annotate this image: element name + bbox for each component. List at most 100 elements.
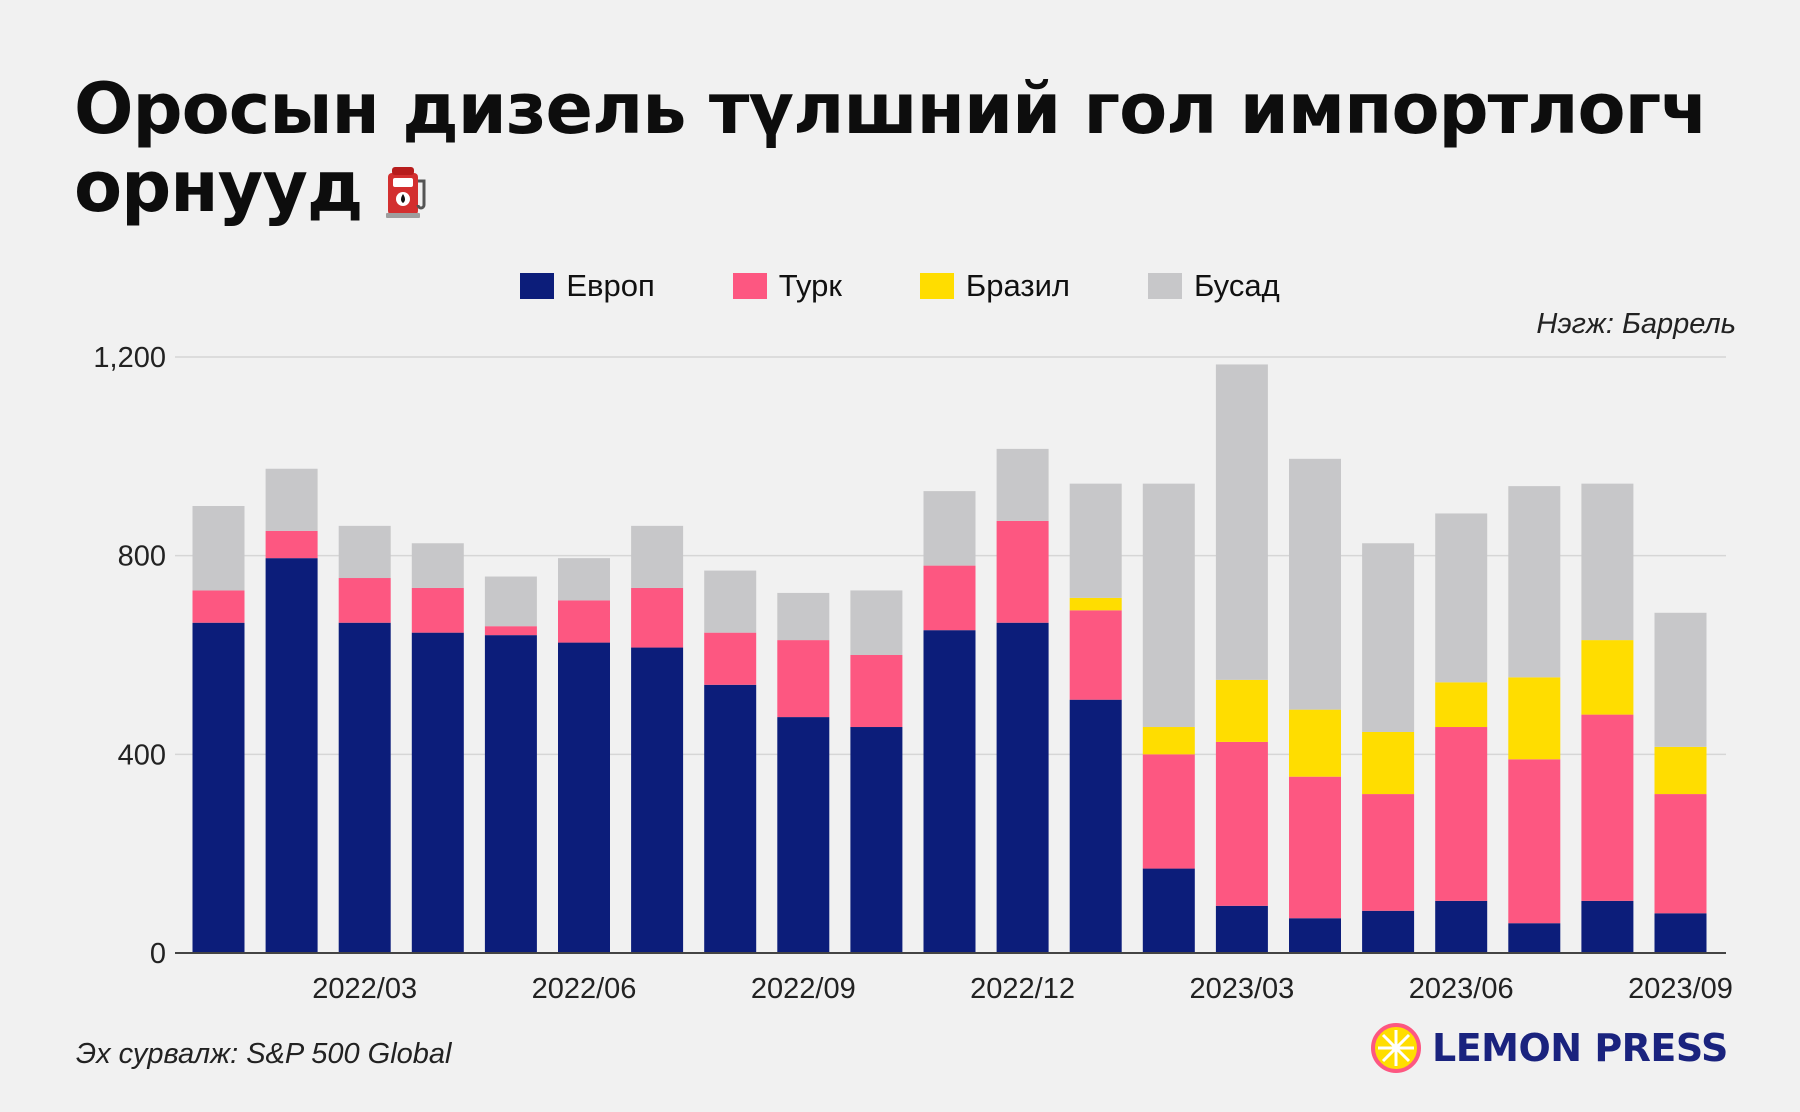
brand-name: LEMON PRESS	[1432, 1026, 1728, 1070]
unit-note: Нэгж: Баррель	[1536, 308, 1736, 340]
bar-segment-other	[192, 506, 245, 591]
bar-segment-turkey	[484, 626, 537, 636]
bar-segment-turkey	[923, 565, 976, 631]
bar-segment-brazil	[1508, 677, 1561, 760]
y-tick-label: 800	[118, 541, 166, 573]
bar-segment-turkey	[1435, 727, 1488, 901]
bar-segment-europe	[558, 642, 610, 953]
bar-segment-other	[338, 525, 391, 579]
bar-segment-other	[484, 576, 537, 627]
bar-segment-europe	[1289, 918, 1341, 953]
bar-segment-europe	[1069, 699, 1122, 953]
bar-segment-brazil	[1289, 709, 1341, 777]
chart-legend: Европ Турк Бразил Бусад	[0, 268, 1800, 304]
bar-segment-other	[1654, 612, 1707, 747]
x-tick-label: 2022/09	[751, 973, 856, 1005]
bar-segment-turkey	[850, 655, 903, 728]
bar-segment-brazil	[1654, 746, 1707, 795]
bar-segment-brazil	[1362, 731, 1415, 795]
legend-label-other: Бусад	[1194, 268, 1280, 303]
bar-segment-turkey	[265, 530, 318, 559]
bar-segment-other	[1142, 483, 1195, 728]
bar-segment-europe	[777, 717, 830, 953]
bar-segment-europe	[192, 622, 245, 953]
bar-segment-other	[704, 570, 757, 633]
y-tick-label: 0	[150, 938, 166, 970]
brand-logo: LEMON PRESS	[1370, 1022, 1728, 1074]
lemon-icon	[1371, 1023, 1421, 1073]
bar-segment-turkey	[1069, 610, 1122, 700]
bar-segment-europe	[1654, 913, 1707, 953]
bar-segment-turkey	[1581, 714, 1634, 901]
legend-label-turkey: Турк	[778, 268, 842, 303]
bar-segment-other	[558, 558, 610, 601]
bar-segment-other	[923, 491, 976, 566]
bar-segment-europe	[996, 622, 1049, 953]
legend-swatch-other	[1148, 273, 1183, 299]
bar-segment-europe	[1581, 900, 1634, 953]
bar-segment-europe	[1142, 868, 1195, 953]
bar-segment-turkey	[1215, 741, 1268, 906]
bar-segment-other	[850, 590, 903, 655]
bar-segment-brazil	[1435, 682, 1488, 728]
bar-segment-europe	[923, 630, 976, 953]
bar-segment-other	[777, 592, 830, 641]
source-note: Эх сурвалж: S&P 500 Global	[76, 1038, 452, 1070]
bar-segment-turkey	[1508, 759, 1561, 924]
legend-swatch-europe	[520, 273, 555, 299]
bar-segment-turkey	[1289, 776, 1341, 919]
bar-segment-europe	[1362, 910, 1415, 953]
bar-segment-other	[1215, 364, 1268, 680]
x-tick-label: 2023/09	[1628, 973, 1733, 1005]
bar-segment-other	[1362, 543, 1415, 732]
bar-segment-turkey	[338, 578, 391, 623]
bar-segment-other	[1435, 513, 1488, 683]
bar-segment-other	[1508, 486, 1561, 678]
bar-segment-other	[996, 448, 1049, 521]
bar-segment-europe	[1215, 905, 1268, 953]
legend-item-other: Бусад	[1148, 268, 1280, 304]
bar-segment-europe	[631, 647, 684, 953]
x-tick-label: 2022/12	[970, 973, 1075, 1005]
y-tick-label: 1,200	[93, 342, 166, 374]
legend-item-turkey: Турк	[732, 268, 842, 304]
legend-swatch-brazil	[919, 273, 954, 299]
bar-segment-brazil	[1142, 727, 1195, 755]
bar-segment-brazil	[1581, 640, 1634, 715]
legend-item-brazil: Бразил	[919, 268, 1071, 304]
bar-segment-europe	[265, 558, 318, 953]
bar-segment-turkey	[192, 590, 245, 623]
bar-segment-other	[265, 468, 318, 531]
chart-title-text: Оросын дизель түлшний гол импортлогч орн…	[74, 68, 1708, 228]
bar-segment-turkey	[411, 587, 464, 633]
bar-segment-europe	[1508, 923, 1561, 953]
legend-label-brazil: Бразил	[965, 268, 1071, 303]
bar-segment-europe	[411, 632, 464, 953]
y-tick-label: 400	[118, 739, 166, 771]
chart-title: Оросын дизель түлшний гол импортлогч орн…	[74, 70, 1714, 226]
x-tick-label: 2023/03	[1189, 973, 1294, 1005]
bar-segment-turkey	[558, 600, 610, 643]
bar-segment-europe	[1435, 900, 1488, 953]
legend-swatch-turkey	[732, 273, 767, 299]
legend-label-europe: Европ	[566, 268, 655, 303]
bar-segment-other	[1289, 458, 1341, 710]
fuel-pump-icon	[386, 166, 426, 218]
bar-segment-other	[1581, 483, 1634, 641]
bar-segment-europe	[338, 622, 391, 953]
bar-segment-other	[411, 543, 464, 588]
bar-segment-other	[1069, 483, 1122, 598]
bar-segment-turkey	[1654, 794, 1707, 914]
bar-segment-brazil	[1215, 679, 1268, 742]
bar-segment-turkey	[1362, 794, 1415, 911]
bar-segment-turkey	[631, 587, 684, 648]
bar-segment-brazil	[1069, 597, 1122, 611]
bar-segment-turkey	[996, 520, 1049, 623]
bar-segment-other	[631, 525, 684, 588]
bar-segment-turkey	[777, 640, 830, 718]
bar-segment-turkey	[704, 632, 757, 685]
bar-segment-europe	[704, 684, 757, 953]
bar-segment-europe	[484, 635, 537, 953]
bar-segment-turkey	[1142, 754, 1195, 869]
